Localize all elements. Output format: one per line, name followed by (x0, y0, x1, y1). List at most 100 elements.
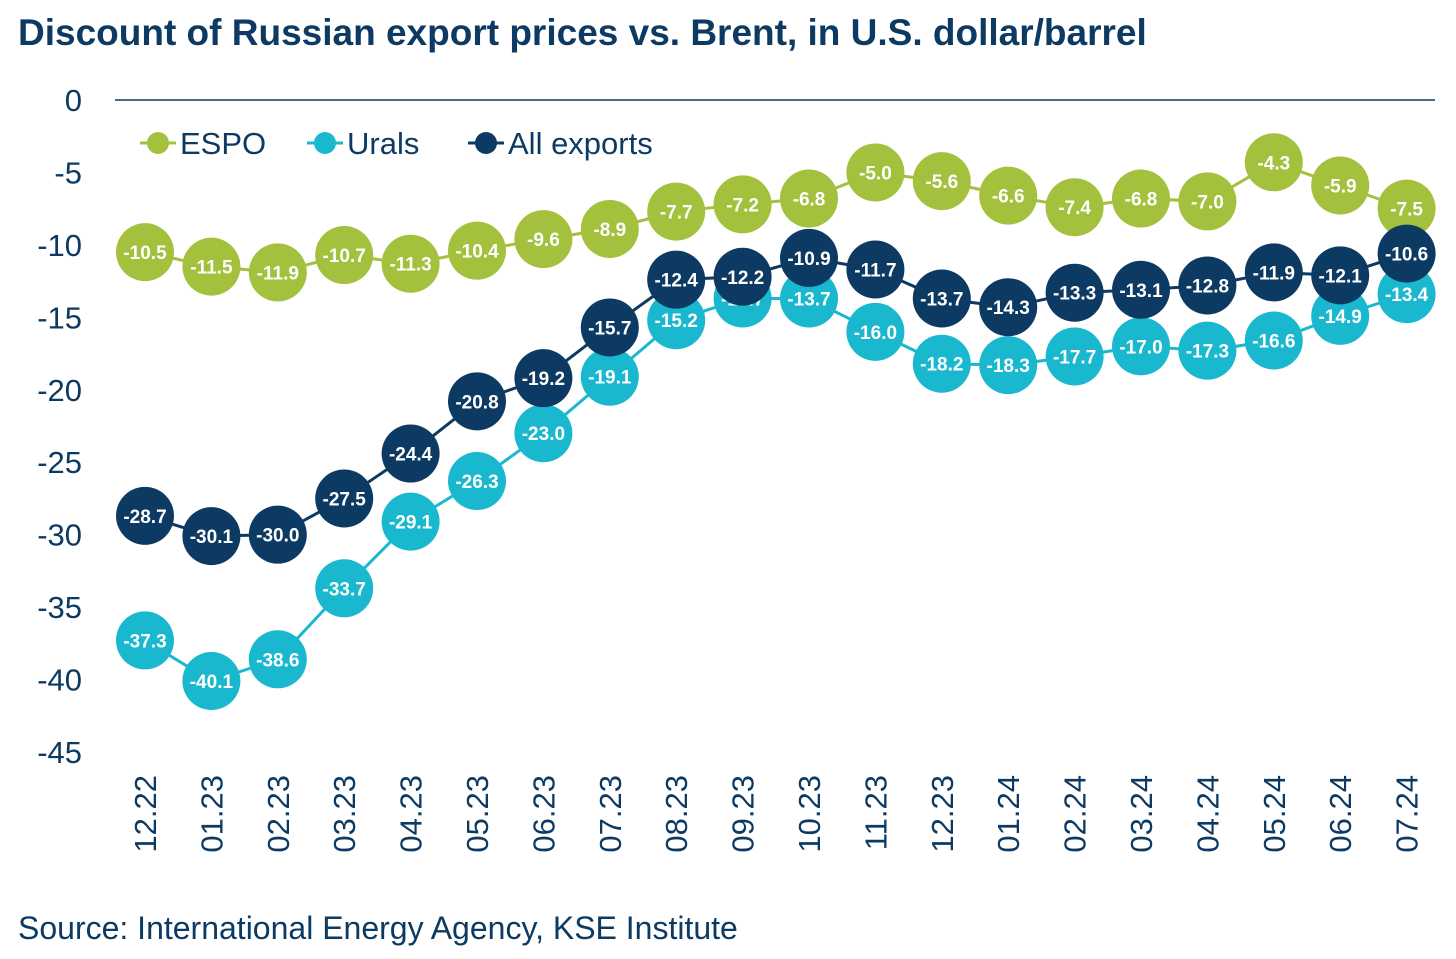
y-tick-label: -15 (37, 300, 82, 335)
data-label: -17.3 (1186, 342, 1229, 363)
data-point (1244, 311, 1303, 370)
data-label: -7.0 (1191, 192, 1224, 213)
data-label: -18.2 (920, 355, 963, 376)
data-label: -6.6 (992, 187, 1025, 208)
data-label: -6.8 (1125, 190, 1158, 211)
x-tick-label: 03.23 (327, 775, 362, 853)
data-label: -7.2 (726, 195, 759, 216)
data-point (182, 652, 241, 711)
x-tick-label: 11.23 (858, 775, 893, 850)
data-label: -23.0 (522, 424, 565, 445)
series-urals: -37.3 -40.1 -38.6 -33.7 -29.1 -26.3 -23.0 -19.1… (116, 265, 1436, 711)
data-point (912, 269, 971, 328)
data-label: -5.6 (925, 172, 958, 193)
data-point (514, 349, 573, 408)
data-point (248, 630, 307, 689)
data-point (580, 298, 639, 357)
data-label: -13.1 (1119, 281, 1163, 302)
data-label: -12.4 (655, 271, 699, 292)
data-label: -33.7 (323, 579, 366, 600)
data-point (780, 269, 838, 328)
data-label: -17.7 (1053, 347, 1096, 368)
data-point (1377, 179, 1436, 238)
x-tick-label: 12.23 (925, 775, 960, 853)
x-tick-label: 03.24 (1124, 775, 1159, 853)
chart-title: Discount of Russian export prices vs. Br… (18, 12, 1147, 53)
data-label: -19.2 (522, 369, 565, 390)
data-point (1311, 286, 1370, 345)
legend-marker (147, 132, 169, 154)
y-tick-label: -40 (37, 663, 82, 698)
legend-item: Urals (307, 126, 419, 161)
data-label: -26.3 (455, 472, 498, 493)
data-point (1377, 224, 1436, 283)
data-point (1178, 172, 1237, 231)
y-tick-label: -10 (37, 228, 82, 263)
data-point (1311, 156, 1370, 215)
data-point (580, 347, 639, 406)
data-label: -7.7 (660, 203, 693, 224)
data-point (979, 166, 1038, 225)
y-axis: 0 -5 -10 -15 -20 -25 -30 -35 -40 -45 (37, 83, 1435, 770)
data-label: -30.1 (190, 527, 234, 548)
data-label: -10.6 (1385, 245, 1428, 266)
x-tick-label: 10.23 (792, 775, 827, 853)
x-tick-label: 07.23 (593, 775, 628, 853)
data-point (780, 228, 838, 287)
x-tick-label: 05.24 (1257, 775, 1292, 853)
x-axis: 12.22 01.23 02.23 03.23 04.23 05.23 06.23 07.23… (128, 775, 1425, 853)
source-note: Source: International Energy Agency, KSE… (18, 910, 738, 946)
data-point (1244, 133, 1303, 192)
data-label: -5.0 (859, 163, 892, 184)
data-label: -37.3 (123, 631, 166, 652)
y-tick-label: -30 (37, 518, 82, 553)
data-label: -4.3 (1257, 153, 1290, 174)
data-point (979, 336, 1038, 395)
data-label: -11.7 (854, 261, 896, 282)
x-tick-label: 01.24 (991, 775, 1026, 853)
data-point (647, 250, 706, 309)
data-label: -13.3 (1053, 284, 1096, 305)
data-label: -28.7 (123, 507, 166, 528)
legend-label: ESPO (180, 126, 266, 161)
data-point (381, 492, 440, 551)
data-label: -8.9 (593, 220, 626, 241)
data-point (912, 152, 971, 211)
data-point (1244, 243, 1303, 302)
data-point (979, 278, 1038, 337)
data-label: -10.9 (787, 249, 830, 270)
x-tick-label: 09.23 (726, 775, 761, 853)
data-label: -16.0 (854, 323, 897, 344)
data-label: -18.3 (987, 356, 1030, 377)
data-label: -11.5 (190, 258, 233, 279)
data-label: -6.8 (793, 190, 826, 211)
legend-marker (475, 132, 497, 154)
data-label: -14.3 (987, 298, 1030, 319)
data-point (116, 223, 174, 282)
data-point (514, 404, 573, 463)
data-label: -11.9 (257, 263, 299, 284)
y-tick-label: -20 (37, 373, 82, 408)
series-espo: -10.5 -11.5 -11.9 -10.7 -11.3 -10.4 -9.6 -8.9 -7… (116, 133, 1436, 302)
data-label: -10.7 (323, 246, 366, 267)
data-point (1178, 321, 1237, 380)
x-tick-label: 04.24 (1190, 775, 1225, 853)
x-tick-label: 06.23 (526, 775, 561, 853)
data-point (1377, 265, 1436, 324)
x-tick-label: 08.23 (659, 775, 694, 853)
legend-item: All exports (468, 126, 653, 161)
data-label: -19.1 (588, 368, 632, 389)
data-label: -12.1 (1319, 266, 1363, 287)
data-label: -12.8 (1186, 276, 1229, 297)
data-label: -13.7 (787, 289, 830, 310)
data-label: -7.4 (1058, 198, 1091, 219)
data-label: -40.1 (190, 672, 234, 693)
y-tick-label: -35 (37, 590, 82, 625)
data-point (1045, 327, 1104, 386)
data-point (116, 611, 174, 670)
data-point (1045, 178, 1104, 237)
data-point (448, 452, 506, 511)
data-point (448, 372, 506, 431)
data-point (514, 210, 573, 269)
data-point (580, 199, 639, 258)
